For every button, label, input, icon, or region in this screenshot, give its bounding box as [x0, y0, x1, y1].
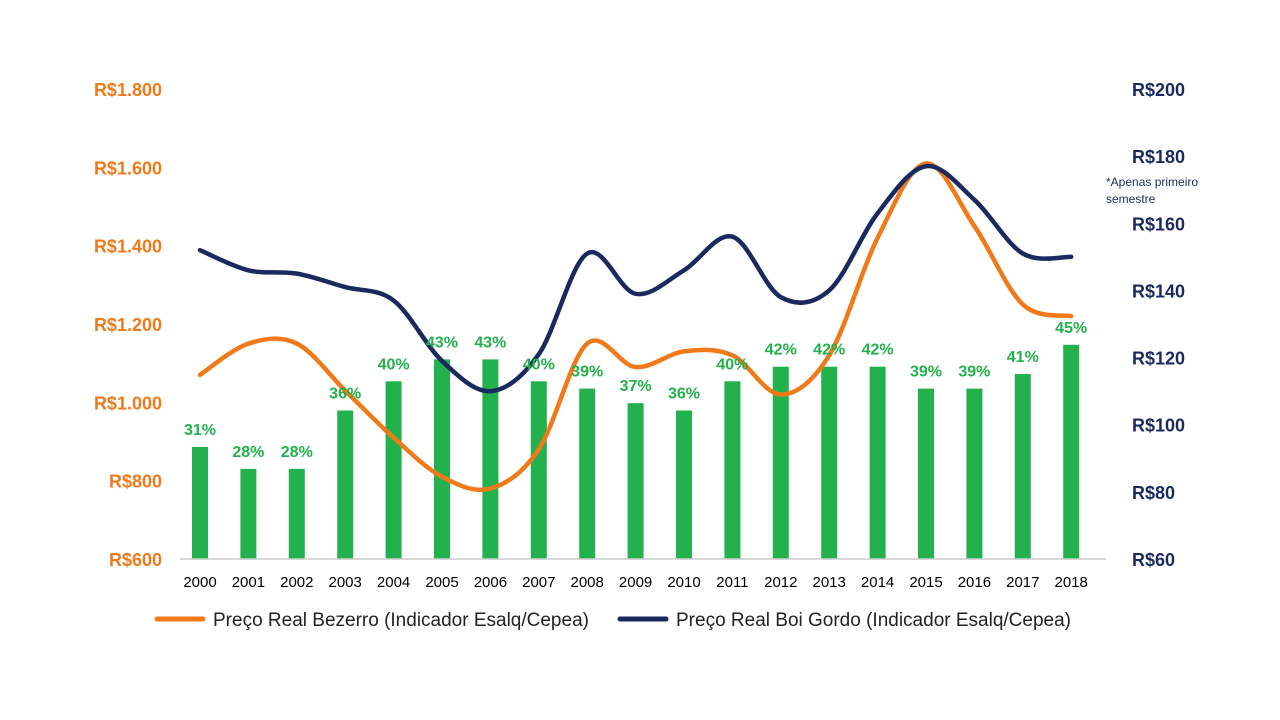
y-axis-right-ticks: R$60 R$80 R$100 R$120 R$140 R$160 R$180 R$200: [1132, 80, 1185, 570]
x-tick-2008: 2008: [571, 574, 604, 591]
bar-2007: [530, 381, 547, 559]
bar-2008: [579, 388, 596, 559]
y-left-tick: R$1.200: [94, 315, 162, 335]
x-tick-2001: 2001: [232, 574, 265, 591]
note-line-2: semestre: [1106, 192, 1156, 206]
x-tick-2006: 2006: [474, 574, 507, 591]
x-tick-2004: 2004: [377, 574, 410, 591]
data-labels-layer: 31% 28% 28% 36% 40% 43% 43% 40% 39% 37% 36% 40% 42% 4…: [184, 320, 1087, 461]
bar-label-2013: 42%: [813, 342, 845, 359]
bar-2015: [918, 388, 934, 559]
bar-2006: [482, 359, 499, 559]
line-preco-boi-gordo: [197, 163, 1074, 394]
bar-2009: [627, 403, 644, 559]
y-axis-left-ticks: R$600 R$800 R$1.000 R$1.200 R$1.400 R$1.600 R$…: [94, 80, 162, 570]
x-axis-ticks: 2000 2001 2002 2003 2004 2005 2006 2007 2008 2009…: [183, 574, 1088, 591]
y-right-tick: R$140: [1132, 281, 1185, 301]
bar-label-2018: 45%: [1055, 320, 1087, 337]
y-right-tick: R$180: [1132, 147, 1185, 167]
y-left-tick: R$1.400: [94, 237, 162, 257]
y-left-tick: R$800: [109, 472, 162, 492]
bar-label-2008: 39%: [571, 364, 603, 381]
y-left-tick: R$600: [109, 550, 162, 570]
bar-label-2014: 42%: [862, 342, 894, 359]
bars-layer: [192, 344, 1080, 559]
x-tick-2017: 2017: [1006, 574, 1039, 591]
y-right-tick: R$80: [1132, 483, 1175, 503]
bar-label-2017: 41%: [1007, 349, 1039, 366]
lines-layer: [197, 161, 1074, 493]
note-line-1: *Apenas primeiro: [1106, 175, 1198, 189]
bar-2018: [1063, 344, 1080, 559]
line-preco-bezerro: [197, 161, 1074, 493]
y-right-tick: R$60: [1132, 550, 1175, 570]
x-tick-2018: 2018: [1055, 574, 1088, 591]
bar-2001: [240, 468, 257, 559]
bar-label-2016: 39%: [958, 364, 990, 381]
y-left-tick: R$1.000: [94, 393, 162, 413]
x-tick-2016: 2016: [958, 574, 991, 591]
bar-label-2011: 40%: [716, 356, 748, 373]
bar-2016: [966, 388, 983, 559]
x-tick-2003: 2003: [329, 574, 362, 591]
x-tick-2009: 2009: [619, 574, 652, 591]
y-right-tick: R$100: [1132, 416, 1185, 436]
bar-label-2007: 40%: [523, 356, 555, 373]
legend-label-bezerro: Preço Real Bezerro (Indicador Esalq/Cepe…: [213, 610, 589, 631]
bar-2013: [821, 366, 838, 559]
bar-2005: [434, 359, 450, 559]
bar-2004: [385, 381, 402, 559]
y-right-tick: R$120: [1132, 349, 1185, 369]
bar-2003: [337, 410, 354, 559]
x-tick-2013: 2013: [813, 574, 846, 591]
bar-2017: [1014, 374, 1031, 559]
bar-label-2012: 42%: [765, 342, 797, 359]
bar-2000: [192, 447, 208, 559]
x-tick-2014: 2014: [861, 574, 894, 591]
x-tick-2002: 2002: [280, 574, 313, 591]
x-tick-2015: 2015: [909, 574, 942, 591]
bar-label-2000: 31%: [184, 422, 216, 439]
bar-2011: [724, 381, 741, 559]
bar-2010: [676, 410, 692, 559]
bar-label-2005: 43%: [426, 334, 458, 351]
bar-label-2015: 39%: [910, 364, 942, 381]
bar-2014: [869, 366, 886, 559]
bar-label-2002: 28%: [281, 444, 313, 461]
y-left-tick: R$1.600: [94, 158, 162, 178]
x-tick-2007: 2007: [522, 574, 555, 591]
x-tick-2011: 2011: [716, 574, 748, 591]
x-tick-2010: 2010: [667, 574, 700, 591]
y-right-tick: R$160: [1132, 214, 1185, 234]
legend-label-boi-gordo: Preço Real Boi Gordo (Indicador Esalq/Ce…: [676, 610, 1071, 631]
bar-label-2004: 40%: [378, 356, 410, 373]
bar-label-2001: 28%: [232, 444, 264, 461]
y-right-tick: R$200: [1132, 80, 1185, 100]
legend: Preço Real Bezerro (Indicador Esalq/Cepe…: [154, 610, 1071, 631]
bar-label-2006: 43%: [474, 334, 506, 351]
bar-2012: [772, 366, 789, 559]
x-tick-2005: 2005: [425, 574, 458, 591]
x-tick-2012: 2012: [764, 574, 797, 591]
bar-2002: [288, 468, 305, 559]
y-left-tick: R$1.800: [94, 80, 162, 100]
bar-label-2003: 36%: [329, 386, 361, 403]
bar-label-2009: 37%: [620, 378, 652, 395]
bar-label-2010: 36%: [668, 386, 700, 403]
x-tick-2000: 2000: [183, 574, 216, 591]
